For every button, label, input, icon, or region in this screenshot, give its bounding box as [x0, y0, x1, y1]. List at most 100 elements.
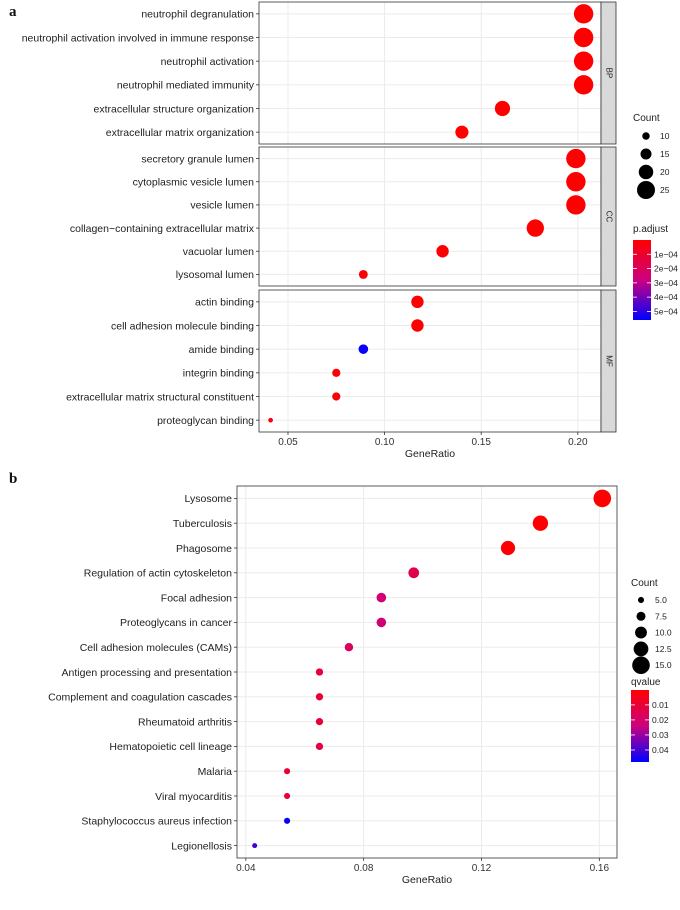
panel-b-colorbar-label: 0.01: [652, 700, 669, 710]
panel-a-term-label-vesicle-lumen: vesicle lumen: [190, 200, 254, 212]
panel-a-colorbar-label: 1e−04: [654, 249, 678, 259]
panel-a-point-vesicle-lumen: [566, 195, 586, 215]
panel-b-point-cell-adhesion-molecules-cams: [344, 642, 354, 652]
panel-b-size-legend-key: [635, 626, 647, 639]
panel-a-x-title: GeneRatio: [405, 448, 455, 460]
panel-b: b Lysosome Tuberculosis Phagosome Regulation…: [9, 471, 672, 886]
panel-b-colorbar-label: 0.02: [652, 715, 669, 725]
panel-a-facet-bg: [259, 147, 601, 286]
panel-b-term-label-complement-and-coagulation-cascades: Complement and coagulation cascades: [48, 692, 232, 704]
panel-a-size-legend-key: [638, 164, 654, 180]
panel-b-label: b: [9, 471, 17, 487]
panel-a-size-legend-title: Count: [633, 113, 660, 124]
panel-b-point-antigen-processing-and-presentation: [315, 668, 324, 676]
panel-a-xtick-label: 0.10: [375, 437, 395, 448]
panel-b-size-legend-key: [637, 596, 645, 604]
panel-a-xtick-label: 0.15: [471, 437, 491, 448]
panel-a-point-cell-adhesion-molecule-binding: [411, 319, 424, 332]
panel-b-term-label-regulation-of-actin-cytoskeleton: Regulation of actin cytoskeleton: [84, 568, 232, 580]
panel-b-colorbar: [631, 690, 649, 762]
panel-a-term-label-neutrophil-activation: neutrophil activation: [161, 56, 255, 68]
panel-a-term-label-cell-adhesion-molecule-binding: cell adhesion molecule binding: [111, 320, 254, 332]
panel-a-point-extracellular-structure-organization: [494, 100, 511, 117]
panel-b-point-viral-myocarditis: [284, 792, 291, 800]
panel-a: a neutrophil degranulation neutrophil acti…: [9, 1, 678, 460]
panel-a-term-label-proteoglycan-binding: proteoglycan binding: [157, 415, 254, 427]
panel-b-point-malaria: [284, 768, 291, 775]
panel-a-term-label-neutrophil-mediated-immunity: neutrophil mediated immunity: [117, 80, 255, 92]
panel-b-point-phagosome: [500, 540, 516, 556]
panel-b-point-tuberculosis: [532, 515, 549, 531]
panel-a-point-actin-binding: [411, 295, 424, 309]
panel-a-point-lysosomal-lumen: [358, 269, 368, 279]
panel-b-point-rheumatoid-arthritis: [315, 717, 324, 726]
panel-a-color-legend-title: p.adjust: [633, 224, 668, 235]
panel-a-point-collagen-containing-extracellular-matrix: [526, 219, 544, 237]
panel-b-size-legend-label: 7.5: [655, 611, 667, 621]
panel-a-point-neutrophil-degranulation: [573, 4, 594, 24]
panel-a-strip-mf: [600, 289, 617, 433]
panel-b-size-legend-label: 10.0: [655, 628, 672, 638]
panel-a-xtick-label: 0.05: [278, 437, 298, 448]
panel-a-term-label-cytoplasmic-vesicle-lumen: cytoplasmic vesicle lumen: [133, 177, 255, 189]
panel-b-term-label-legionellosis: Legionellosis: [171, 840, 232, 852]
panel-a-facet-bg: [259, 290, 601, 432]
panel-a-facet-bg: [259, 2, 601, 144]
panel-a-point-extracellular-matrix-organization: [455, 125, 469, 139]
panel-a-point-neutrophil-mediated-immunity: [573, 75, 594, 95]
panel-a-point-secretory-granule-lumen: [566, 148, 586, 169]
panel-b-size-legend-title: Count: [631, 578, 658, 589]
panel-b-point-staphylococcus-aureus-infection: [284, 817, 291, 824]
panel-a-xtick-label: 0.20: [568, 437, 588, 448]
panel-a-term-label-vacuolar-lumen: vacuolar lumen: [183, 246, 254, 258]
panel-b-term-label-antigen-processing-and-presentation: Antigen processing and presentation: [62, 667, 233, 679]
panel-b-xtick-label: 0.08: [354, 863, 374, 874]
panel-a-size-legend-label: 25: [660, 185, 670, 195]
panel-b-point-legionellosis: [252, 843, 258, 849]
panel-a-colorbar-label: 3e−04: [654, 278, 678, 288]
panel-b-point-lysosome: [593, 489, 612, 508]
panel-b-point-complement-and-coagulation-cascades: [315, 693, 324, 701]
panel-b-point-hematopoietic-cell-lineage: [315, 742, 324, 751]
panel-b-color-legend-title: qvalue: [631, 677, 661, 688]
panel-a-term-label-extracellular-matrix-organization: extracellular matrix organization: [106, 127, 254, 139]
panel-a-strip-label-cc: CC: [604, 211, 613, 223]
panel-a-term-label-collagen-containing-extracellular-matrix: collagen−containing extracellular matrix: [70, 223, 255, 235]
panel-b-size-legend-key: [633, 641, 649, 657]
panel-a-term-label-extracellular-matrix-structural-constituent: extracellular matrix structural constitu…: [66, 391, 254, 403]
panel-a-point-vacuolar-lumen: [436, 245, 449, 258]
panel-b-term-label-viral-myocarditis: Viral myocarditis: [155, 791, 232, 803]
panel-a-label: a: [9, 4, 17, 20]
panel-a-size-legend-label: 10: [660, 131, 670, 141]
panel-a-term-label-integrin-binding: integrin binding: [183, 368, 254, 380]
panel-b-term-label-phagosome: Phagosome: [176, 543, 232, 555]
panel-a-point-neutrophil-activation: [573, 51, 594, 71]
panel-a-term-label-secretory-granule-lumen: secretory granule lumen: [141, 153, 254, 165]
panel-b-size-legend-key: [632, 656, 650, 674]
panel-a-size-legend-label: 15: [660, 149, 670, 159]
panel-a-strip-label-mf: MF: [604, 355, 613, 367]
panel-a-colorbar: [633, 240, 651, 320]
panel-b-xtick-label: 0.12: [472, 863, 492, 874]
panel-b-term-label-tuberculosis: Tuberculosis: [173, 518, 232, 530]
panel-a-size-legend-key: [642, 132, 650, 140]
panel-a-term-label-extracellular-structure-organization: extracellular structure organization: [94, 103, 255, 115]
panel-a-term-label-neutrophil-degranulation: neutrophil degranulation: [141, 9, 254, 21]
panel-a-term-label-lysosomal-lumen: lysosomal lumen: [176, 269, 254, 281]
panel-a-size-legend-key: [640, 148, 652, 160]
panel-a-point-neutrophil-activation-involved-in-immune-response: [573, 27, 594, 48]
panel-b-point-regulation-of-actin-cytoskeleton: [408, 567, 420, 579]
panel-a-strip-cc: [600, 146, 617, 287]
panel-b-term-label-proteoglycans-in-cancer: Proteoglycans in cancer: [120, 617, 233, 629]
panel-b-size-legend-key: [636, 611, 646, 621]
panel-b-xtick-label: 0.04: [236, 863, 256, 874]
panel-a-size-legend-label: 20: [660, 167, 670, 177]
panel-b-term-label-malaria: Malaria: [198, 766, 233, 778]
panel-b-plot-border: [236, 485, 618, 859]
panel-b-point-proteoglycans-in-cancer: [376, 617, 387, 628]
panel-b-size-legend-label: 12.5: [655, 644, 672, 654]
panel-a-term-label-neutrophil-activation-involved-in-immune-response: neutrophil activation involved in immune…: [22, 32, 254, 44]
panel-a-point-extracellular-matrix-structural-constituent: [332, 392, 341, 401]
panel-a-colorbar-label: 4e−04: [654, 292, 678, 302]
